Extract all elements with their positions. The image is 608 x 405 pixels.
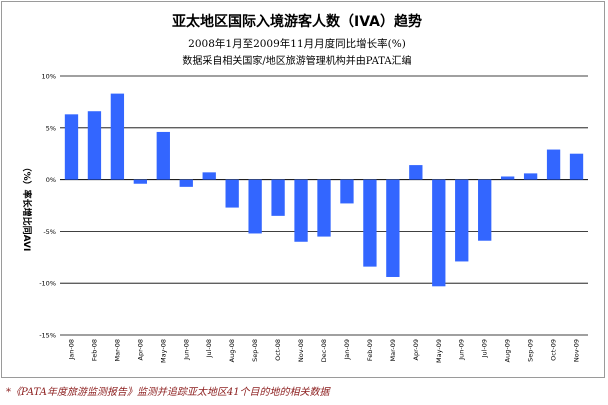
bar [500, 176, 515, 180]
bar [523, 173, 538, 180]
x-tick-label: Feb-08 [90, 339, 98, 361]
x-tick-label: Mar-09 [389, 339, 397, 361]
x-tick-label: Sep-08 [251, 339, 259, 362]
x-tick-label: Mar-08 [113, 339, 121, 361]
bar [202, 172, 216, 180]
x-tick-label: Nov-08 [297, 339, 305, 362]
x-tick-label: Feb-09 [366, 339, 374, 361]
x-tick-label: Oct-09 [550, 339, 558, 361]
x-tick-label: Aug-09 [504, 339, 512, 362]
x-tick-label: Jul-08 [205, 339, 213, 358]
y-tick-label: 10% [42, 73, 56, 81]
y-tick-label: -15% [39, 332, 56, 340]
bar [64, 114, 79, 180]
x-tick-label: May-08 [159, 339, 167, 363]
y-tick-label: 5% [46, 124, 56, 132]
x-tick-label: Jul-09 [481, 339, 489, 358]
bars [64, 93, 584, 287]
chart-title: 亚太地区国际入境游客人数（IVA）趋势 [172, 13, 422, 30]
bar [569, 153, 584, 180]
bar [317, 179, 331, 237]
chart-svg: 亚太地区国际入境游客人数（IVA）趋势 2008年1月至2009年11月月度同比… [21, 13, 588, 363]
bar [225, 179, 239, 208]
x-tick-labels: Jan-08 Feb-08 Mar-08 Apr-08 May-08 Jun-08 Jul-… [67, 339, 580, 363]
bar [87, 111, 102, 180]
x-tick-label: Jan-08 [67, 339, 75, 361]
bar [179, 179, 193, 187]
bar [455, 179, 469, 262]
bar [386, 179, 400, 277]
x-tick-label: Jan-09 [343, 339, 351, 361]
x-tick-label: Nov-09 [573, 339, 581, 362]
x-tick-label: Oct-08 [274, 339, 282, 361]
x-tick-label: Jun-08 [182, 339, 190, 361]
y-tick-label: 0% [46, 176, 56, 184]
x-tick-label: Apr-08 [136, 339, 144, 360]
chart-subtitle: 2008年1月至2009年11月月度同比增长率(%) [188, 37, 406, 50]
bar [271, 179, 285, 216]
bar [294, 179, 308, 242]
bar [133, 179, 148, 184]
x-tick-label: Apr-09 [412, 339, 420, 360]
x-tick-label: May-09 [435, 339, 443, 363]
x-tick-label: Jun-09 [458, 339, 466, 361]
chart-frame: 亚太地区国际入境游客人数（IVA）趋势 2008年1月至2009年11月月度同比… [1, 1, 605, 378]
y-tick-labels: -15% -10% -5% 0% 5% 10% [39, 73, 56, 340]
bar [248, 179, 262, 234]
bar [478, 179, 492, 241]
bar [110, 93, 125, 180]
bar [409, 165, 423, 180]
chart-note: 数据采自相关国家/地区旅游管理机构并由PATA汇编 [182, 54, 411, 67]
bar [156, 131, 170, 180]
bar [340, 179, 354, 204]
bar [546, 149, 561, 180]
footnote: *《PATA年度旅游监测报告》监测并追踪亚太地区41个目的地的相关数据 [6, 387, 330, 398]
x-tick-label: Sep-09 [527, 339, 535, 362]
x-tick-label: Aug-08 [228, 339, 236, 362]
bar [363, 179, 377, 267]
y-axis-label: （%）率长增比同AVI [21, 163, 33, 252]
bar [432, 179, 446, 287]
y-tick-label: -5% [43, 228, 56, 236]
x-tick-label: Dec-08 [320, 339, 328, 362]
y-tick-label: -10% [39, 280, 56, 288]
